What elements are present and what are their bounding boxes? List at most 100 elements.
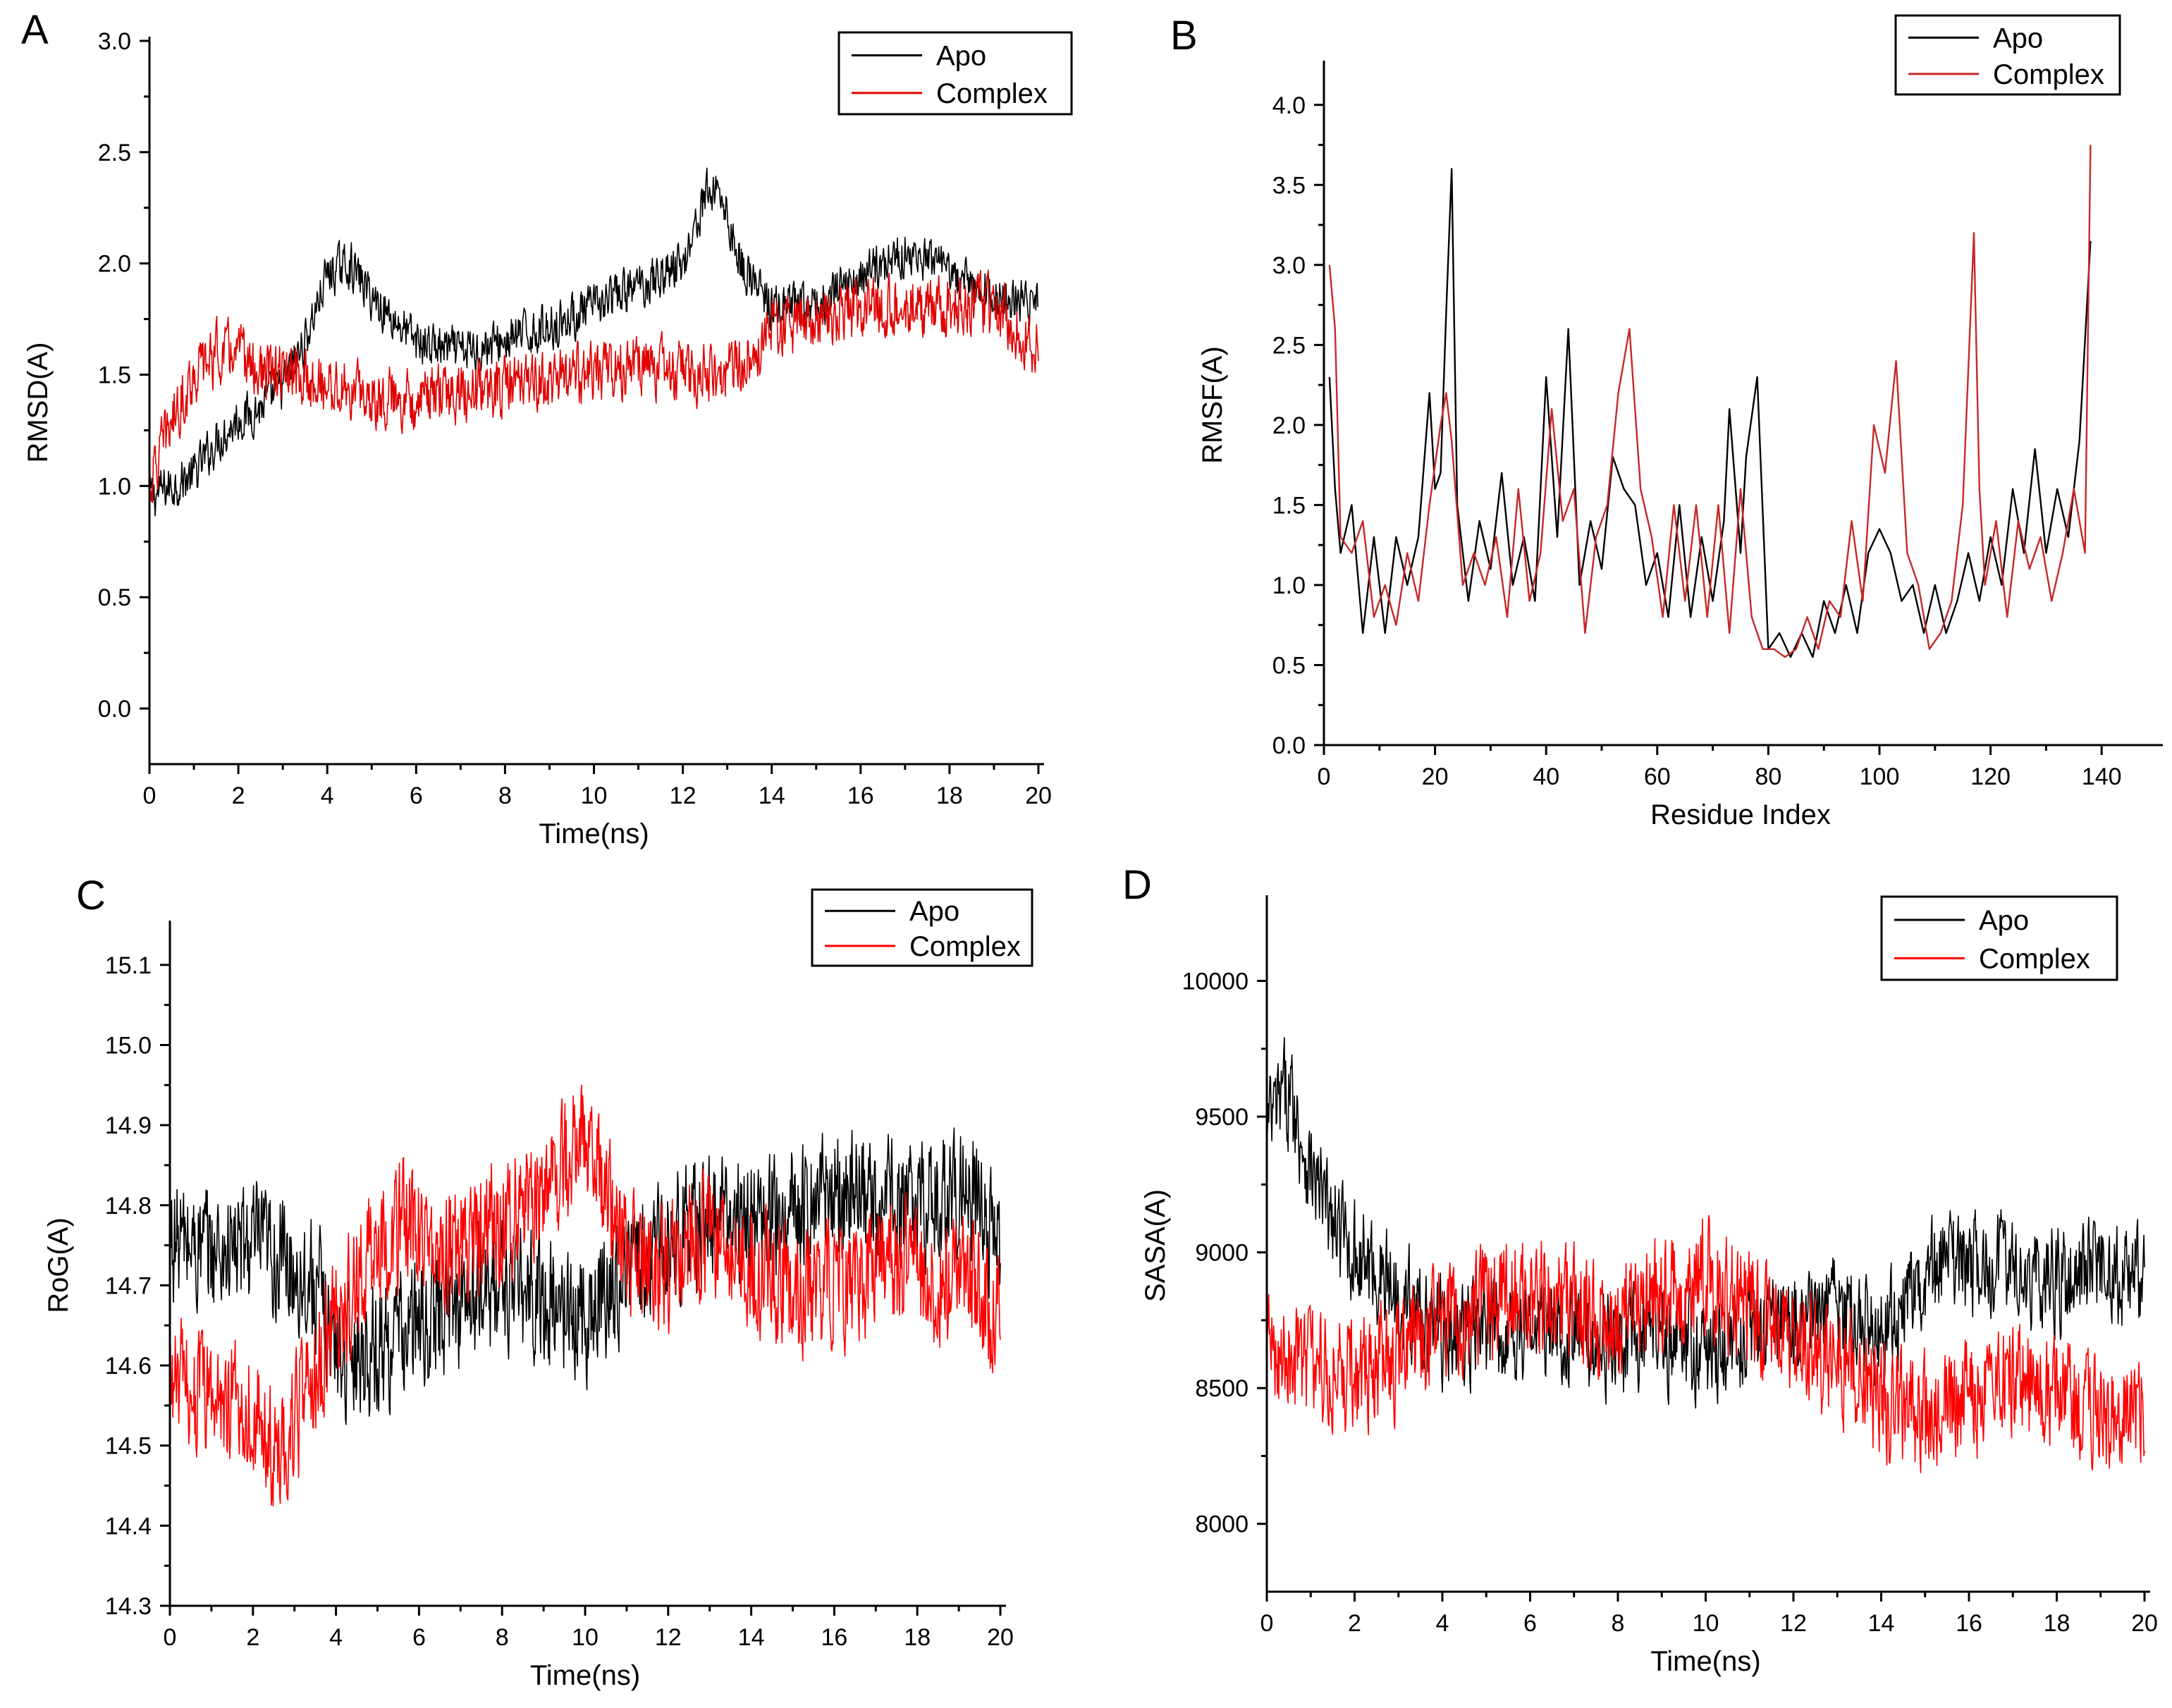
x-tick-label: 16 [821,1624,847,1651]
series-line-complex [149,269,1039,503]
x-axis-title: Time(ns) [530,1660,640,1691]
y-tick-label: 14.9 [105,1112,152,1139]
series-line-complex [1266,1215,2145,1473]
x-tick-label: 2 [232,782,245,809]
legend: Apo Complex [837,31,1073,116]
y-tick-label: 2.5 [98,140,131,166]
x-tick-label: 18 [936,782,963,809]
x-tick-label: 4 [1436,1610,1449,1637]
y-tick-label: 0.0 [98,696,131,723]
x-tick-label: 8 [496,1624,509,1651]
panel-letter: B [1170,13,1198,59]
y-tick-label: 8000 [1195,1511,1248,1538]
x-tick-label: 140 [2082,763,2122,790]
y-tick-label: 14.3 [105,1593,152,1620]
y-tick-label: 0.0 [1272,732,1306,759]
x-tick-label: 20 [1025,782,1052,809]
x-tick-label: 8 [1612,1610,1625,1637]
y-tick-label: 1.5 [1272,492,1306,519]
legend-label-apo: Apo [1979,905,2029,936]
y-tick-label: 4.0 [1272,92,1306,119]
y-tick-label: 8500 [1195,1375,1248,1402]
panel-letter: A [21,7,49,53]
legend-box [1894,14,2121,96]
legend-label-complex: Complex [936,78,1048,109]
legend: Apo Complex [1880,895,2118,981]
x-tick-label: 40 [1533,763,1559,790]
y-axis-title: RMSD(A) [23,342,54,462]
y-tick-label: 14.6 [105,1353,152,1380]
panel-a: A 0 2 4 6 8 10 12 14 16 18 20 0.0 0.5 1.0 1.5 2.0 2.5 3.0 T… [21,7,1073,849]
y-tick-label: 9500 [1195,1104,1248,1131]
y-tick-label: 0.5 [1272,652,1306,679]
x-tick-label: 0 [143,782,157,809]
x-tick-label: 6 [1523,1610,1537,1637]
x-tick-label: 14 [738,1624,765,1651]
x-tick-label: 0 [164,1624,177,1651]
x-tick-label: 10 [1693,1610,1719,1637]
x-axis-title: Time(ns) [1650,1646,1760,1677]
x-tick-label: 2 [246,1624,259,1651]
legend-label-apo: Apo [1993,23,2043,54]
x-tick-label: 12 [670,782,697,809]
y-tick-label: 14.4 [105,1513,152,1540]
x-tick-label: 100 [1860,763,1900,790]
x-tick-label: 20 [1422,763,1449,790]
panel-letter: C [76,873,106,918]
y-tick-label: 10000 [1182,969,1248,995]
legend-box [811,888,1033,967]
x-tick-label: 18 [904,1624,931,1651]
x-tick-label: 18 [2044,1610,2070,1637]
x-tick-label: 80 [1755,763,1781,790]
x-tick-label: 4 [329,1624,343,1651]
x-tick-label: 10 [572,1624,599,1651]
y-tick-label: 1.0 [98,473,131,500]
panel-c: C 0 2 4 6 8 10 12 14 16 18 20 14.3 14.4 14.5 14.6 14.7 14… [43,873,1033,1691]
x-axis-title: Residue Index [1650,799,1831,830]
series-line-apo [169,1127,1001,1425]
y-tick-label: 15.0 [105,1032,152,1059]
legend: Apo Complex [811,888,1033,967]
legend-label-complex: Complex [1979,943,2090,974]
x-tick-label: 6 [410,782,423,809]
y-axis-title: RMSF(A) [1197,346,1228,464]
x-tick-label: 12 [655,1624,682,1651]
x-tick-label: 12 [1780,1610,1807,1637]
series-line-complex [169,1084,1001,1507]
y-tick-label: 3.0 [98,28,131,55]
panel-b: B 0 20 40 60 80 100 120 140 0.0 0.5 1.0 1.5 2.0 2.5 3.0… [1170,13,2163,830]
panel-d: D 0 2 4 6 8 10 12 14 16 18 20 8000 8500 9000 9500 10000 T… [1122,862,2158,1677]
x-tick-label: 2 [1348,1610,1361,1637]
x-tick-label: 16 [1956,1610,1982,1637]
y-tick-label: 15.1 [105,952,152,979]
y-tick-label: 2.0 [98,251,131,278]
series-line-complex [1328,145,2092,658]
y-tick-label: 3.5 [1272,172,1306,199]
y-tick-label: 2.5 [1272,332,1306,359]
y-tick-label: 3.0 [1272,252,1306,279]
x-tick-label: 0 [1318,763,1331,790]
y-tick-label: 14.5 [105,1433,152,1460]
legend: Apo Complex [1894,14,2121,96]
series-line-apo [149,167,1039,517]
x-tick-label: 4 [321,782,334,809]
panel-letter: D [1122,862,1152,908]
x-tick-label: 14 [1868,1610,1895,1637]
legend-box [837,31,1073,116]
x-tick-label: 60 [1644,763,1671,790]
x-tick-label: 20 [987,1624,1014,1651]
legend-label-apo: Apo [909,896,959,927]
x-tick-label: 14 [759,782,785,809]
y-tick-label: 9000 [1195,1240,1248,1267]
x-tick-label: 120 [1970,763,2011,790]
y-tick-label: 2.0 [1272,412,1306,439]
x-tick-label: 6 [412,1624,426,1651]
y-tick-label: 0.5 [98,584,131,611]
y-axis-title: RoG(A) [43,1217,74,1313]
y-axis-title: SASA(A) [1140,1189,1171,1302]
x-tick-label: 20 [2131,1610,2158,1637]
x-tick-label: 10 [581,782,608,809]
x-tick-label: 16 [847,782,874,809]
legend-box [1880,895,2118,981]
